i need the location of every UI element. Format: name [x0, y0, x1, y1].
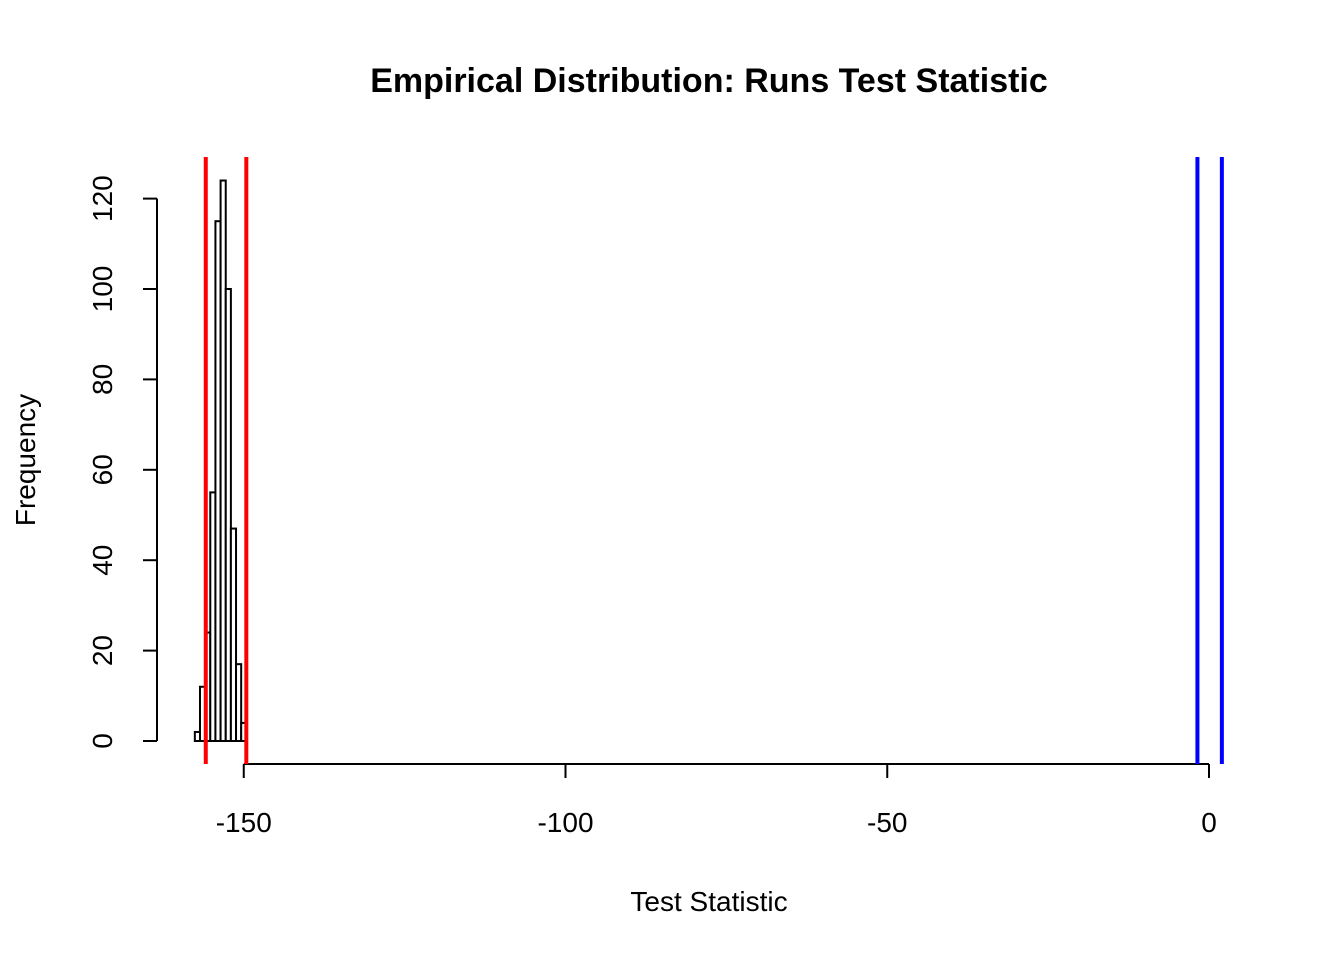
chart-title: Empirical Distribution: Runs Test Statis… [370, 62, 1048, 100]
y-tick-label: 100 [87, 266, 118, 313]
x-tick-label: -50 [867, 807, 907, 838]
x-axis: -150 -100 -50 0 [216, 763, 1217, 838]
y-tick-label: 120 [87, 175, 118, 222]
y-tick-label: 20 [87, 635, 118, 666]
histogram-bar [235, 663, 243, 742]
x-axis-title: Test Statistic [630, 886, 787, 917]
y-axis: 0 20 40 60 80 100 120 [87, 175, 158, 749]
y-axis-title: Frequency [10, 394, 41, 526]
y-tick-label: 80 [87, 364, 118, 395]
x-tick-label: -150 [216, 807, 272, 838]
x-tick-label: 0 [1201, 807, 1217, 838]
histogram-bar [229, 527, 238, 742]
y-tick-label: 40 [87, 545, 118, 576]
y-tick-label: 60 [87, 454, 118, 485]
reference-lines [203, 157, 1224, 764]
x-tick-label: -100 [537, 807, 593, 838]
histogram-bar [224, 288, 232, 742]
y-tick-label: 0 [87, 733, 118, 749]
